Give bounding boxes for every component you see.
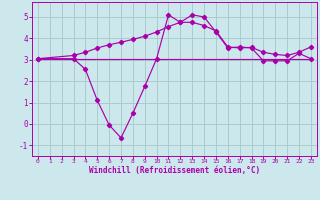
X-axis label: Windchill (Refroidissement éolien,°C): Windchill (Refroidissement éolien,°C) bbox=[89, 166, 260, 175]
